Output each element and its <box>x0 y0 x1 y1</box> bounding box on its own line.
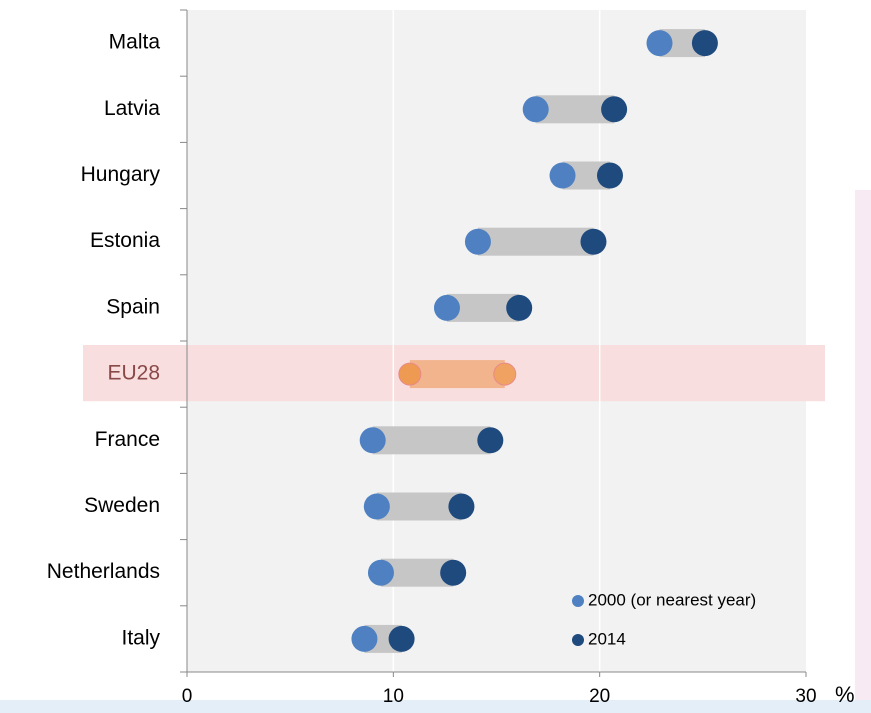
legend-dot <box>572 634 584 646</box>
legend-label: 2014 <box>588 629 626 648</box>
x-tick-label: 0 <box>182 686 193 707</box>
dot <box>448 493 475 520</box>
dot <box>359 427 386 454</box>
dot <box>433 294 460 321</box>
dot <box>522 96 549 123</box>
x-tick-label: 20 <box>589 686 610 707</box>
side-strip <box>855 190 871 700</box>
dot <box>596 162 623 189</box>
dot <box>691 30 718 57</box>
legend-label: 2000 (or nearest year) <box>588 590 756 609</box>
connector <box>477 227 594 256</box>
category-label: Spain <box>106 295 160 318</box>
plot-area <box>187 10 806 672</box>
bottom-strip <box>0 700 871 713</box>
legend-dot <box>572 595 584 607</box>
dot <box>398 362 422 386</box>
dot <box>646 30 673 57</box>
category-label: Sweden <box>84 494 160 517</box>
dot <box>493 362 517 386</box>
dot <box>351 625 378 652</box>
connector <box>372 426 491 455</box>
dot <box>464 228 491 255</box>
category-label: Italy <box>121 626 160 649</box>
dot <box>440 559 467 586</box>
category-label: Malta <box>109 31 161 54</box>
dot <box>506 294 533 321</box>
category-label: EU28 <box>107 362 160 385</box>
category-label: Netherlands <box>47 560 160 583</box>
x-tick-label: 10 <box>383 686 404 707</box>
category-label: Hungary <box>81 163 161 186</box>
category-label: Estonia <box>90 229 160 252</box>
category-label: Latvia <box>104 97 160 120</box>
dot <box>388 625 415 652</box>
x-unit: % <box>835 682 855 707</box>
connector <box>409 360 505 389</box>
dot <box>477 427 504 454</box>
dot <box>580 228 607 255</box>
dot <box>601 96 628 123</box>
connector <box>376 492 462 521</box>
category-label: France <box>95 428 160 451</box>
dot <box>549 162 576 189</box>
x-tick-label: 30 <box>795 686 816 707</box>
connector <box>535 95 615 124</box>
dot <box>363 493 390 520</box>
dot <box>367 559 394 586</box>
